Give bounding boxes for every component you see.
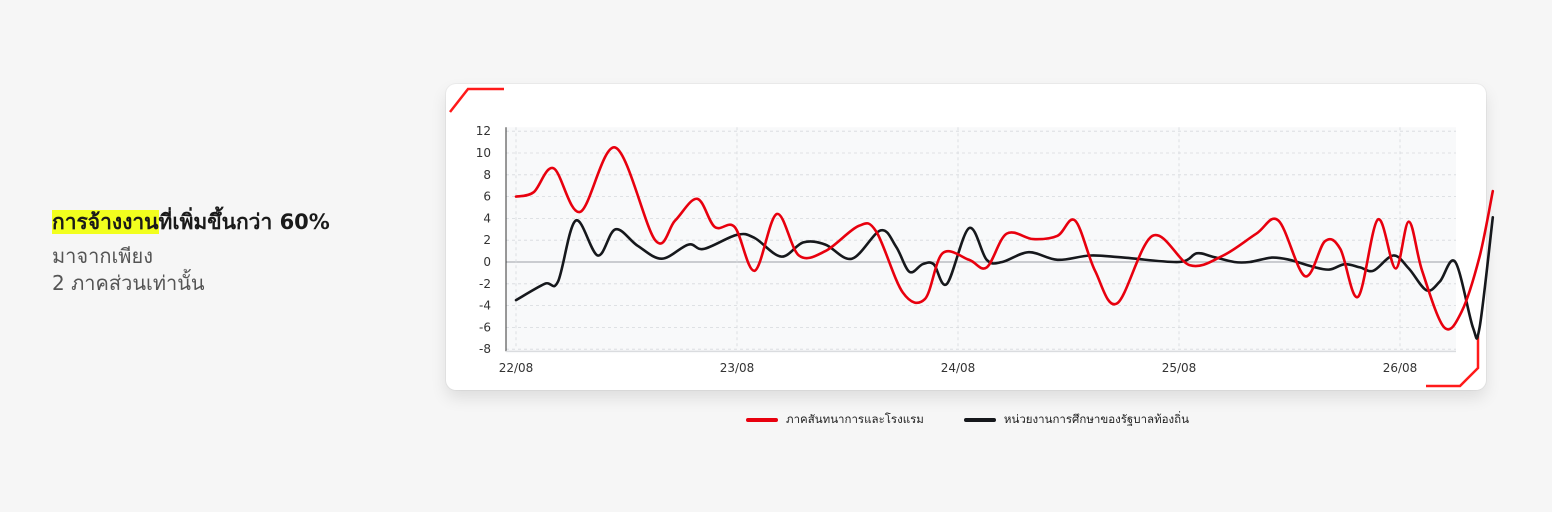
legend-item-series-1: ภาคสันทนาการและโรงแรม bbox=[746, 411, 924, 429]
y-tick-label: -2 bbox=[479, 277, 491, 291]
y-tick-label: 0 bbox=[483, 255, 491, 269]
y-tick-label: 2 bbox=[483, 233, 491, 247]
y-tick-label: 10 bbox=[476, 146, 491, 160]
headline-title-rest: ที่เพิ่มขึ้นกว่า 60% bbox=[158, 210, 330, 234]
y-tick-label: 8 bbox=[483, 168, 491, 182]
headline-title: การจ้างงานที่เพิ่มขึ้นกว่า 60% bbox=[52, 206, 412, 239]
x-tick-label: 22/08 bbox=[499, 361, 534, 375]
y-tick-label: -8 bbox=[479, 342, 491, 356]
headline-subtitle-line-2: 2 ภาคส่วนเท่านั้น bbox=[52, 271, 205, 295]
y-tick-label: -4 bbox=[479, 299, 491, 313]
x-tick-label: 25/08 bbox=[1162, 361, 1197, 375]
legend-swatch-series-1 bbox=[746, 418, 778, 422]
x-tick-label: 24/08 bbox=[941, 361, 976, 375]
legend-label-series-2: หน่วยงานการศึกษาของรัฐบาลท้องถิ่น bbox=[1003, 412, 1189, 426]
corner-bracket-top-left bbox=[449, 87, 504, 113]
chart-legend: ภาคสันทนาการและโรงแรม หน่วยงานการศึกษาขอ… bbox=[746, 411, 1229, 429]
series-line-2 bbox=[514, 216, 1495, 340]
legend-item-series-2: หน่วยงานการศึกษาของรัฐบาลท้องถิ่น bbox=[963, 411, 1189, 429]
x-tick-label: 26/08 bbox=[1383, 361, 1418, 375]
legend-swatch-series-2 bbox=[963, 418, 996, 422]
legend-label-series-1: ภาคสันทนาการและโรงแรม bbox=[786, 412, 924, 426]
headline: การจ้างงานที่เพิ่มขึ้นกว่า 60% มาจากเพีย… bbox=[52, 206, 412, 297]
y-tick-label: -6 bbox=[479, 320, 491, 334]
x-tick-label: 23/08 bbox=[720, 361, 755, 375]
headline-subtitle-line-1: มาจากเพียง bbox=[52, 244, 153, 268]
series-line-1 bbox=[514, 146, 1495, 331]
y-tick-label: 6 bbox=[483, 190, 491, 204]
headline-highlight: การจ้างงาน bbox=[52, 210, 159, 234]
y-tick-label: 12 bbox=[476, 124, 491, 138]
corner-bracket-bottom-right bbox=[1426, 336, 1480, 388]
y-tick-label: 4 bbox=[483, 211, 491, 225]
